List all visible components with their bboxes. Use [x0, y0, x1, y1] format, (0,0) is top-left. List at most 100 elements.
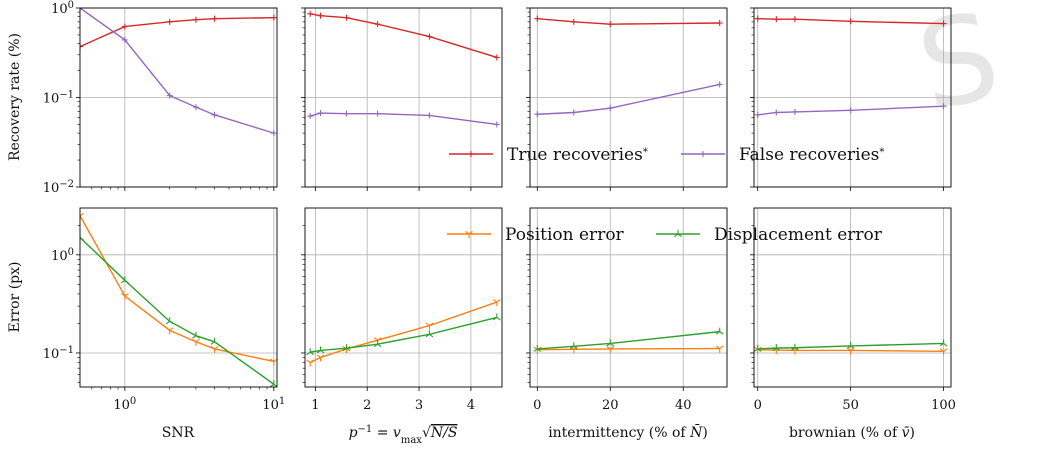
series-line-displacement-error [537, 330, 720, 350]
data-point-true-recoveries [270, 14, 277, 21]
axes-frame [753, 7, 952, 188]
panel-r0-c1 [301, 7, 503, 191]
y-axis-label-error: Error (px) [7, 262, 23, 333]
data-point-false-recoveries [493, 121, 500, 128]
data-point-true-recoveries [847, 18, 854, 25]
data-point-false-recoveries [192, 104, 199, 111]
series-group [754, 15, 947, 118]
data-point-position-error [306, 359, 315, 367]
series-line-displacement-error [80, 237, 275, 385]
axes-frame [529, 207, 728, 388]
data-point-position-error [425, 322, 434, 330]
axes-frame [304, 207, 503, 388]
series-line-position-error [80, 215, 274, 363]
axes-frame [304, 7, 503, 188]
data-point-displacement-error [80, 233, 84, 241]
data-point-displacement-error [373, 340, 382, 348]
x-tick-label: 40 [675, 398, 692, 413]
x-tick-label: 0 [754, 398, 762, 413]
data-point-position-error [492, 299, 501, 307]
series-line-displacement-error [310, 316, 497, 353]
series-line-true-recoveries [537, 17, 720, 25]
data-point-displacement-error [165, 317, 174, 325]
x-tick-label: 20 [602, 398, 619, 413]
y-tick-label: 10−1 [43, 89, 74, 107]
data-point-false-recoveries [121, 36, 128, 43]
data-point-displacement-error [425, 330, 434, 338]
x-tick-label: 3 [415, 398, 423, 413]
data-point-displacement-error [492, 313, 501, 321]
data-point-true-recoveries [570, 18, 577, 25]
watermark: S [907, 0, 1010, 138]
data-point-false-recoveries [374, 110, 381, 117]
series-line-false-recoveries [80, 8, 275, 134]
data-point-displacement-error [121, 276, 129, 284]
legend-entry-true-recoveries: True recoveries* [449, 145, 648, 165]
x-tick-label: 0 [533, 398, 541, 413]
series-line-false-recoveries [309, 112, 497, 126]
data-point-false-recoveries [166, 92, 173, 99]
data-point-position-error [316, 354, 325, 362]
legend-errors: Position error Displacement error [447, 225, 883, 245]
data-point-false-recoveries [716, 81, 723, 88]
data-point-false-recoveries [211, 111, 218, 118]
data-point-true-recoveries [754, 15, 761, 22]
data-point-displacement-error [192, 331, 200, 339]
data-point-displacement-error [754, 344, 762, 352]
legend-recoveries: True recoveries* False recoveries* [449, 145, 884, 165]
data-point-true-recoveries [607, 21, 614, 28]
data-point-false-recoveries [754, 111, 761, 118]
data-point-displacement-error [569, 342, 578, 350]
data-point-true-recoveries [211, 15, 218, 22]
x-tick-label: 100 [113, 396, 136, 414]
data-point-true-recoveries [791, 16, 798, 23]
series-group [80, 8, 277, 137]
legend-entry-displacement-error: Displacement error [656, 225, 883, 245]
data-point-position-error [165, 327, 174, 335]
x-tick-label: 50 [842, 398, 859, 413]
data-point-true-recoveries [121, 23, 128, 30]
axes-frame [753, 207, 952, 388]
legend-marker [465, 231, 473, 238]
data-point-true-recoveries [426, 33, 433, 40]
data-point-true-recoveries [716, 19, 723, 26]
panel-r1-c3: 0 50 100 [750, 207, 956, 413]
data-point-position-error [80, 212, 84, 220]
series-group [534, 15, 723, 118]
data-point-false-recoveries [343, 110, 350, 117]
legend-label: False recoveries* [739, 145, 884, 165]
legend-marker [674, 230, 682, 237]
data-point-false-recoveries [607, 105, 614, 112]
series-line-true-recoveries [80, 16, 274, 48]
data-point-false-recoveries [791, 108, 798, 115]
x-axis-label-snr: SNR [162, 425, 195, 441]
legend-entry-position-error: Position error [447, 225, 625, 245]
data-point-false-recoveries [307, 113, 314, 120]
y-tick-label: 100 [51, 0, 74, 17]
panel-r0-c2 [526, 7, 728, 191]
data-point-true-recoveries [374, 21, 381, 28]
data-point-displacement-error [306, 348, 315, 356]
y-tick-label: 100 [51, 246, 74, 264]
data-point-displacement-error [533, 344, 542, 352]
data-point-true-recoveries [80, 43, 83, 50]
data-point-true-recoveries [192, 16, 199, 23]
axes-frame [79, 207, 278, 388]
legend-label: Position error [505, 225, 625, 245]
data-point-displacement-error [772, 344, 781, 352]
y-tick-label: 10−2 [43, 179, 74, 197]
panel-r1-c1: 1 2 3 4 [301, 207, 503, 413]
data-point-true-recoveries [343, 14, 350, 21]
data-point-position-error [210, 345, 219, 353]
x-axis-label-brownian: brownian (% of v̄) [789, 425, 915, 441]
series-line-true-recoveries [310, 13, 498, 59]
panel-r0-c0: 100 10−1 10−2 [43, 0, 278, 197]
series-group [754, 339, 948, 356]
data-point-false-recoveries [940, 103, 947, 110]
data-point-position-error [192, 338, 200, 346]
panel-r1-c0: 100 101 100 10−1 [43, 207, 285, 414]
series-group [533, 327, 724, 354]
data-point-false-recoveries [317, 110, 324, 117]
x-tick-label: 4 [467, 398, 475, 413]
legend-entry-false-recoveries: False recoveries* [681, 145, 884, 165]
